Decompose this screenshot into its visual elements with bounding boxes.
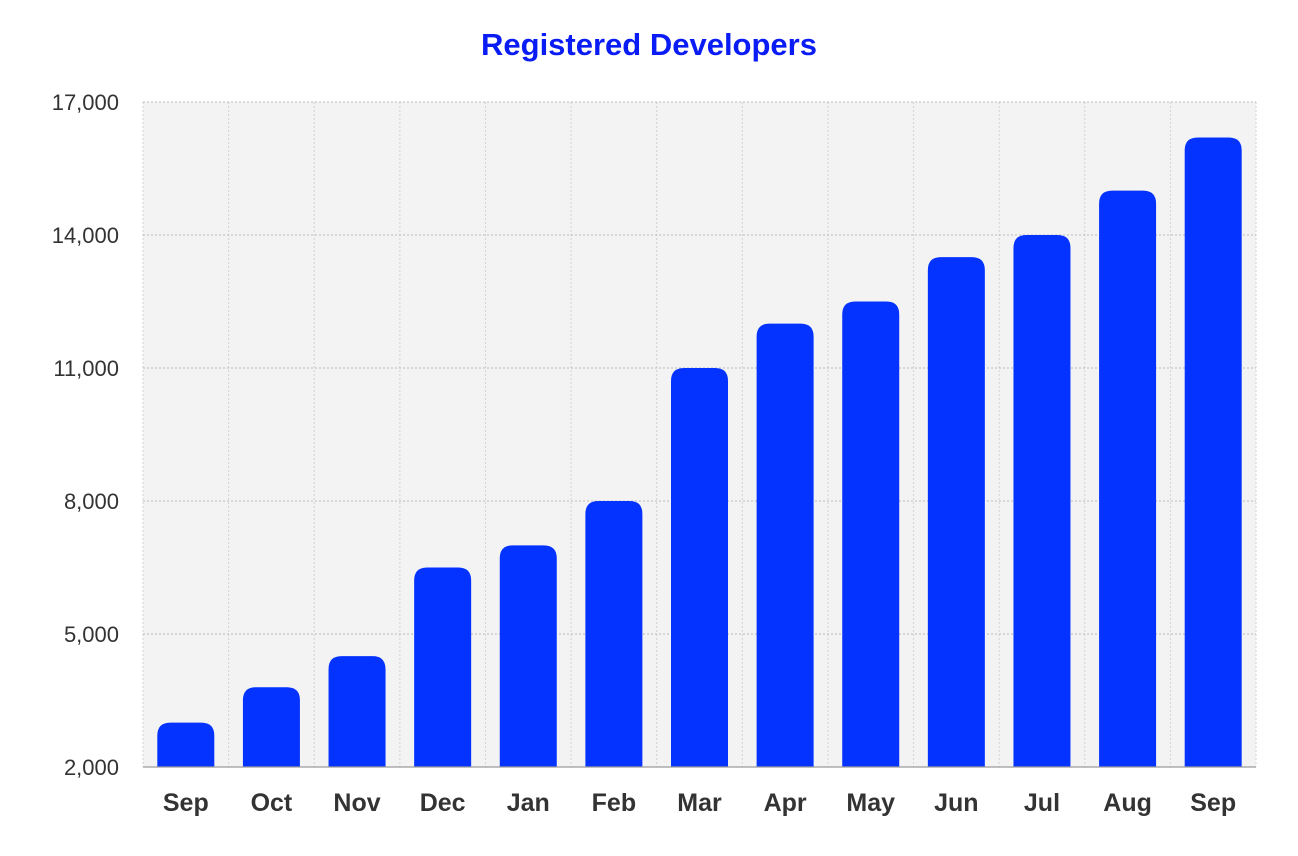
bar-sep-0 <box>157 722 215 767</box>
x-tick-label: Sep <box>163 789 209 817</box>
x-tick-label: Aug <box>1103 789 1152 817</box>
x-tick-label: May <box>846 789 895 817</box>
y-tick-label: 14,000 <box>52 223 119 248</box>
bar-may-8 <box>842 301 900 767</box>
x-tick-label: Jan <box>507 789 550 817</box>
x-tick-label: Oct <box>251 789 293 817</box>
bars <box>157 137 1242 767</box>
bar-sep-12 <box>1184 137 1242 767</box>
x-tick-label: Jul <box>1024 789 1060 817</box>
chart-title: Registered Developers <box>481 27 817 62</box>
x-tick-label: Nov <box>333 789 380 817</box>
y-tick-label: 11,000 <box>53 356 119 381</box>
y-tick-label: 5,000 <box>64 622 119 647</box>
x-tick-label: Apr <box>764 789 807 817</box>
bar-oct-1 <box>242 687 300 767</box>
y-tick-label: 8,000 <box>64 489 119 514</box>
bar-nov-2 <box>328 656 386 767</box>
bar-jun-9 <box>927 257 985 767</box>
y-tick-label: 2,000 <box>64 755 119 780</box>
bar-aug-11 <box>1099 190 1157 767</box>
y-axis-tick-labels: 2,000 5,000 8,000 11,000 14,000 17,000 <box>52 90 119 780</box>
x-axis-tick-labels: Sep Oct Nov Dec Jan Feb Mar Apr May Jun Jul Aug Sep <box>163 789 1236 817</box>
bar-feb-5 <box>585 501 643 767</box>
bar-apr-7 <box>756 323 814 767</box>
bar-jul-10 <box>1013 235 1071 767</box>
x-tick-label: Dec <box>420 789 466 817</box>
bar-mar-6 <box>671 368 728 767</box>
bar-jan-4 <box>499 545 557 767</box>
x-tick-label: Sep <box>1190 789 1236 817</box>
bar-dec-3 <box>414 567 472 767</box>
x-tick-label: Feb <box>592 789 636 817</box>
x-tick-label: Mar <box>677 789 722 817</box>
y-tick-label: 17,000 <box>52 90 119 115</box>
x-tick-label: Jun <box>934 789 978 817</box>
vertical-gridlines <box>142 102 1257 767</box>
